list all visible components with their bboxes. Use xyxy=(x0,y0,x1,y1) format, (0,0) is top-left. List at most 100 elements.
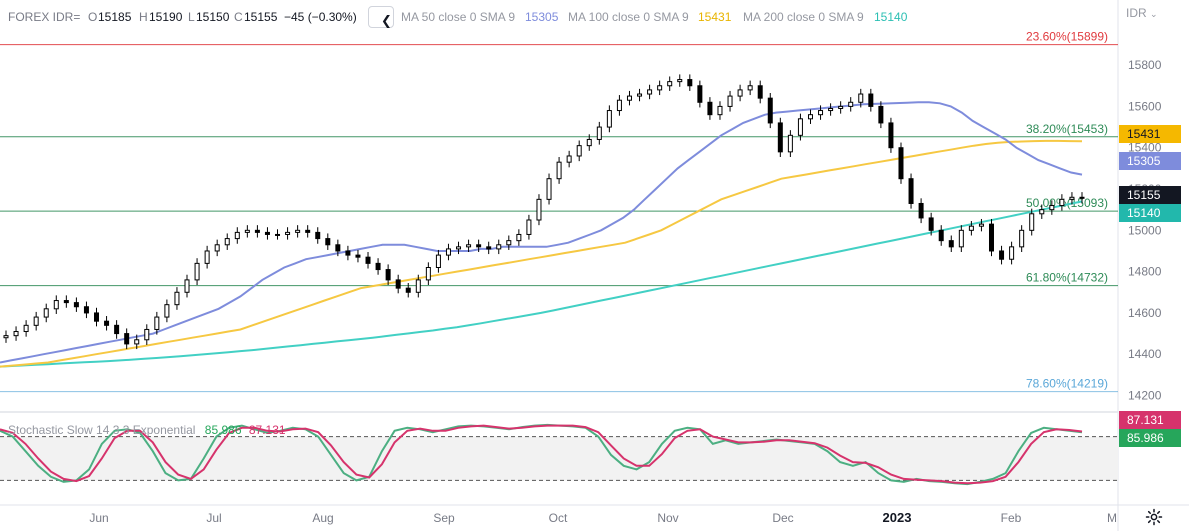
high-value: 15190 xyxy=(149,10,183,24)
candle-body xyxy=(184,279,190,293)
candle-body xyxy=(586,138,592,147)
candle-body xyxy=(938,229,944,242)
candle-body xyxy=(868,93,874,107)
candle-body xyxy=(1049,205,1055,211)
stoch-legend[interactable]: Stochastic Slow 14 3 3 Exponential 85.98… xyxy=(8,423,286,437)
fib-level-label: 50.00%(15093) xyxy=(1026,196,1108,210)
close-value: 15155 xyxy=(244,10,278,24)
fib-level-label: 61.80%(14732) xyxy=(1026,271,1108,285)
collapse-legend-button[interactable]: ❮ xyxy=(368,6,394,28)
candle-body xyxy=(777,122,783,153)
candle-body xyxy=(526,219,532,235)
stochastic-pane xyxy=(0,423,1118,486)
candle-body xyxy=(878,105,884,124)
candle-body xyxy=(566,155,572,163)
axes: 1580015600154001520015000148001460014400… xyxy=(89,58,1161,525)
candle-body xyxy=(1079,196,1085,199)
candle-body xyxy=(496,244,502,250)
ma100-label[interactable]: MA 100 close 0 SMA 9 xyxy=(568,10,689,24)
y-tick-label: 14400 xyxy=(1128,347,1162,361)
fib-level-label: 38.20%(15453) xyxy=(1026,122,1108,136)
candle-body xyxy=(576,145,582,157)
candle-body xyxy=(73,302,79,308)
currency-selector[interactable]: IDR ⌄ xyxy=(1126,6,1158,20)
ma200-value: 15140 xyxy=(874,10,908,24)
candle-body xyxy=(1059,198,1065,207)
candle-body xyxy=(33,316,39,326)
candle-body xyxy=(224,238,230,246)
candle-body xyxy=(425,267,431,281)
candle-body xyxy=(828,107,834,112)
candle-body xyxy=(405,287,411,293)
x-tick-label: M xyxy=(1107,511,1117,525)
candle-body xyxy=(204,250,210,264)
candle-body xyxy=(164,304,170,318)
fib-levels: 23.60%(15899) 38.20%(15453) 50.00%(15093) 6… xyxy=(0,30,1118,393)
candle-body xyxy=(254,229,260,233)
candle-body xyxy=(355,254,361,258)
candle-body xyxy=(275,233,281,236)
candle-body xyxy=(908,178,914,204)
ma100-line xyxy=(0,139,1083,368)
candle-body xyxy=(657,85,663,91)
x-tick-label: Oct xyxy=(549,511,568,525)
candle-body xyxy=(999,250,1005,260)
candle-body xyxy=(63,300,69,304)
gear-icon[interactable] xyxy=(1145,508,1163,526)
candle-body xyxy=(94,312,100,322)
candle-body xyxy=(285,231,291,235)
candle-body xyxy=(506,240,512,246)
symbol-label[interactable]: FOREX IDR= xyxy=(8,10,81,24)
close-price-tag: 15155 xyxy=(1119,186,1181,204)
x-tick-label: 2023 xyxy=(883,510,912,525)
y-tick-label: 15600 xyxy=(1128,99,1162,113)
candle-body xyxy=(556,161,562,180)
candle-body xyxy=(244,229,250,233)
candle-body xyxy=(546,178,552,200)
moving-averages xyxy=(0,101,1083,368)
candle-body xyxy=(486,246,492,250)
y-tick-label: 14600 xyxy=(1128,306,1162,320)
candle-body xyxy=(194,262,200,281)
fib-level-label: 23.60%(15899) xyxy=(1026,30,1108,44)
chevron-down-icon: ⌄ xyxy=(1150,9,1158,19)
candle-body xyxy=(335,244,341,252)
stoch-d-line xyxy=(0,424,1083,485)
candle-body xyxy=(626,95,632,101)
candle-body xyxy=(445,248,451,256)
y-tick-label: 14200 xyxy=(1128,389,1162,403)
stoch-legend-k: 85.986 xyxy=(204,423,242,437)
candle-body xyxy=(747,85,753,91)
candle-body xyxy=(968,225,974,231)
candle-body xyxy=(888,122,894,149)
stoch-k-tag: 85.986 xyxy=(1119,429,1181,447)
candle-body xyxy=(516,233,522,242)
candle-body xyxy=(637,93,643,97)
candle-body xyxy=(295,229,301,233)
candle-body xyxy=(134,339,140,345)
candle-body xyxy=(667,81,673,87)
candles xyxy=(3,74,1085,350)
candle-body xyxy=(325,238,331,246)
change-value: −45 (−0.30%) xyxy=(284,10,357,24)
chart-header: FOREX IDR= O 15185 H 15190 L 15150 C 151… xyxy=(0,6,1189,28)
ma200-label[interactable]: MA 200 close 0 SMA 9 xyxy=(743,10,864,24)
candle-body xyxy=(415,279,421,293)
ma100-value: 15431 xyxy=(698,10,732,24)
candle-body xyxy=(456,246,462,250)
candle-body xyxy=(787,134,793,153)
ma50-line xyxy=(0,101,1083,364)
candle-body xyxy=(1029,213,1035,231)
candle-body xyxy=(83,306,89,314)
x-tick-label: Feb xyxy=(1001,511,1022,525)
candle-body xyxy=(234,231,240,240)
candle-body xyxy=(114,324,120,335)
candle-body xyxy=(1069,196,1075,200)
stoch-legend-label: Stochastic Slow 14 3 3 Exponential xyxy=(8,423,196,437)
stoch-legend-d: 87.131 xyxy=(248,423,286,437)
ma50-price-tag: 15305 xyxy=(1119,152,1181,170)
low-label: L xyxy=(188,10,195,24)
ma50-label[interactable]: MA 50 close 0 SMA 9 xyxy=(401,10,516,24)
candle-body xyxy=(848,101,854,107)
